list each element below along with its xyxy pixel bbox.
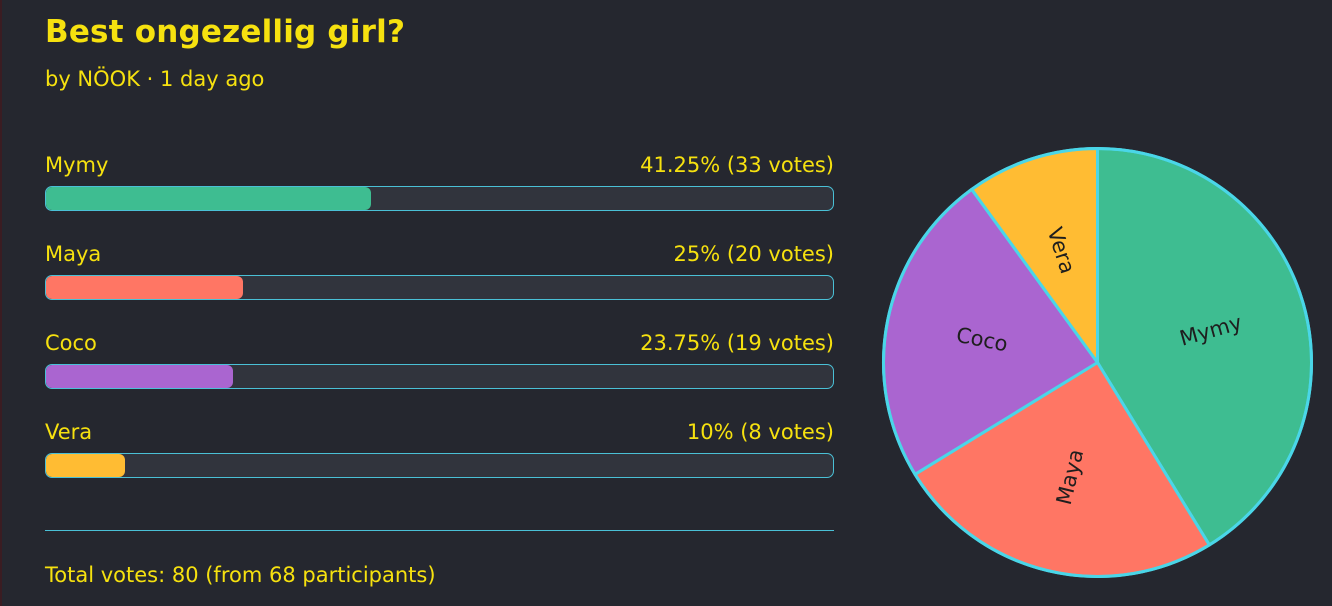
option-name: Mymy bbox=[45, 153, 109, 177]
poll-byline: by NÖOK · 1 day ago bbox=[45, 67, 265, 91]
poll-option-maya[interactable]: Maya 25% (20 votes) bbox=[45, 239, 834, 328]
poll-option-mymy[interactable]: Mymy 41.25% (33 votes) bbox=[45, 150, 834, 239]
progress-track bbox=[45, 453, 834, 478]
progress-fill bbox=[46, 187, 371, 210]
option-name: Coco bbox=[45, 331, 97, 355]
option-stat: 41.25% (33 votes) bbox=[640, 153, 834, 177]
option-stat: 10% (8 votes) bbox=[686, 420, 834, 444]
progress-track bbox=[45, 186, 834, 211]
poll-options: Mymy 41.25% (33 votes) Maya 25% (20 vote… bbox=[45, 150, 834, 506]
total-votes: Total votes: 80 (from 68 participants) bbox=[45, 563, 436, 587]
divider bbox=[45, 530, 834, 531]
pie-outline bbox=[882, 147, 1313, 578]
progress-fill bbox=[46, 276, 243, 299]
option-name: Vera bbox=[45, 420, 93, 444]
option-stat: 25% (20 votes) bbox=[673, 242, 834, 266]
left-edge-strip bbox=[0, 0, 2, 606]
progress-track bbox=[45, 364, 834, 389]
progress-fill bbox=[46, 454, 125, 477]
progress-fill bbox=[46, 365, 233, 388]
progress-track bbox=[45, 275, 834, 300]
poll-title: Best ongezellig girl? bbox=[45, 14, 406, 50]
option-name: Maya bbox=[45, 242, 102, 266]
poll-option-coco[interactable]: Coco 23.75% (19 votes) bbox=[45, 328, 834, 417]
option-stat: 23.75% (19 votes) bbox=[640, 331, 834, 355]
poll-option-vera[interactable]: Vera 10% (8 votes) bbox=[45, 417, 834, 506]
